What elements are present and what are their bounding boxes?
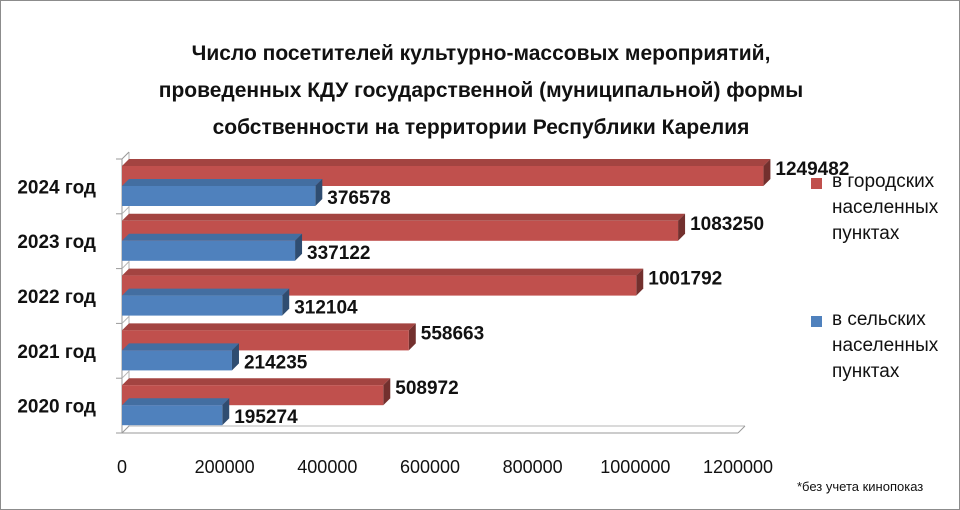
x-tick-label: 0 bbox=[117, 457, 127, 477]
legend-label-line: пунктах bbox=[832, 361, 900, 382]
legend-label-rural: в сельских населенных пунктах bbox=[832, 307, 959, 385]
category-separator bbox=[121, 370, 130, 379]
chart-title: Число посетителей культурно-массовых мер… bbox=[91, 35, 871, 146]
bar-top-face bbox=[122, 398, 230, 406]
legend-label-urban: в городских населенных пунктах bbox=[832, 169, 959, 247]
category-separator bbox=[121, 206, 130, 215]
bar bbox=[122, 186, 316, 206]
bar bbox=[122, 405, 223, 426]
bar-side-face bbox=[383, 378, 391, 406]
x-tick-label: 600000 bbox=[400, 457, 460, 477]
bar-top-face bbox=[122, 233, 303, 241]
footnote: *без учета кинопоказ bbox=[797, 479, 924, 494]
bar-side-face bbox=[636, 268, 644, 296]
category-label: 2024 год bbox=[17, 177, 96, 198]
bar-top-face bbox=[122, 213, 686, 221]
data-label-urban: 1083250 bbox=[690, 214, 764, 235]
bar-side-face bbox=[222, 398, 230, 426]
bar-side-face bbox=[763, 159, 771, 186]
bar-side-face bbox=[282, 288, 290, 316]
bar-side-face bbox=[315, 179, 323, 206]
data-label-rural: 195274 bbox=[234, 407, 298, 428]
category-separator bbox=[121, 316, 130, 324]
x-tick-label: 800000 bbox=[503, 457, 563, 477]
x-tick-label: 1200000 bbox=[703, 457, 773, 477]
data-label-urban: 558663 bbox=[421, 323, 484, 344]
bar-top-face bbox=[122, 288, 290, 296]
legend-label-line: пунктах bbox=[832, 223, 900, 244]
bar-top-face bbox=[122, 179, 323, 186]
bar-side-face bbox=[408, 323, 416, 351]
data-label-urban: 508972 bbox=[395, 378, 458, 399]
data-label-urban: 1249482 bbox=[775, 159, 849, 180]
x-tick-label: 400000 bbox=[297, 457, 357, 477]
data-label-rural: 312104 bbox=[294, 298, 358, 319]
data-label-rural: 337122 bbox=[307, 243, 370, 264]
bar bbox=[122, 295, 283, 316]
data-label-urban: 1001792 bbox=[648, 269, 722, 290]
data-label-rural: 376578 bbox=[327, 188, 390, 209]
bar bbox=[122, 240, 296, 261]
bar-side-face bbox=[295, 233, 303, 261]
legend-label-line: в сельских bbox=[832, 309, 926, 330]
x-tick-label: 200000 bbox=[195, 457, 255, 477]
data-label-rural: 214235 bbox=[244, 352, 308, 373]
legend-swatch-rural bbox=[811, 316, 822, 327]
category-label: 2023 год bbox=[17, 232, 96, 253]
legend-swatch-urban bbox=[811, 178, 822, 189]
chart-title-line: проведенных КДУ государственной (муницип… bbox=[158, 79, 804, 102]
axis-depth-line bbox=[121, 425, 130, 434]
bar-top-face bbox=[122, 323, 416, 331]
bar-side-face bbox=[231, 343, 239, 371]
chart-title-line: собственности на территории Республики К… bbox=[212, 116, 750, 139]
bar-side-face bbox=[678, 213, 686, 241]
category-label: 2022 год bbox=[17, 287, 96, 308]
axis-depth-line bbox=[121, 151, 130, 160]
bar-top-face bbox=[122, 378, 391, 386]
category-label: 2020 год bbox=[17, 397, 96, 418]
bar bbox=[122, 350, 232, 371]
bar-top-face bbox=[122, 268, 644, 276]
bar-top-face bbox=[122, 343, 239, 351]
category-separator bbox=[121, 261, 130, 269]
chart-title-line: Число посетителей культурно-массовых мер… bbox=[191, 42, 771, 65]
legend-label-line: населенных bbox=[832, 335, 939, 356]
axis-depth-line bbox=[737, 425, 746, 434]
bar-top-face bbox=[122, 159, 771, 166]
category-label: 2021 год bbox=[17, 342, 96, 363]
x-tick-label: 1000000 bbox=[600, 457, 670, 477]
legend-label-line: населенных bbox=[832, 197, 939, 218]
legend-label-line: в городских bbox=[832, 171, 935, 192]
